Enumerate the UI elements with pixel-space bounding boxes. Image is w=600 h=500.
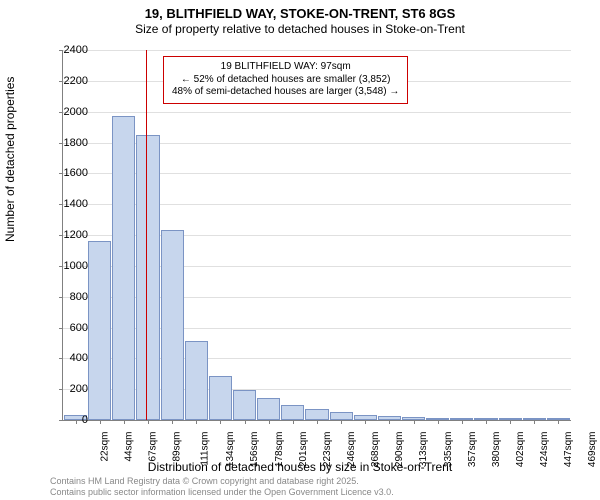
- x-tick: [172, 420, 173, 424]
- histogram-bar: [185, 341, 208, 420]
- x-tick: [317, 420, 318, 424]
- plot-area: 19 BLITHFIELD WAY: 97sqm← 52% of detache…: [62, 50, 571, 421]
- x-tick: [269, 420, 270, 424]
- x-tick: [148, 420, 149, 424]
- x-tick-label: 357sqm: [467, 432, 478, 468]
- y-tick-label: 800: [38, 291, 88, 303]
- histogram-bar: [257, 398, 280, 420]
- x-tick: [100, 420, 101, 424]
- annotation-line-1: 19 BLITHFIELD WAY: 97sqm: [172, 61, 399, 74]
- gridline: [63, 112, 571, 113]
- y-tick-label: 0: [38, 414, 88, 426]
- x-tick-label: 201sqm: [298, 432, 309, 468]
- x-tick-label: 156sqm: [250, 432, 261, 468]
- histogram-bar: [112, 116, 135, 420]
- x-tick-label: 313sqm: [419, 432, 430, 468]
- gridline: [63, 50, 571, 51]
- histogram-bar: [330, 412, 353, 420]
- y-tick-label: 1400: [38, 198, 88, 210]
- y-tick-label: 400: [38, 352, 88, 364]
- x-tick: [341, 420, 342, 424]
- x-tick: [438, 420, 439, 424]
- histogram-bar: [233, 390, 256, 420]
- x-tick: [486, 420, 487, 424]
- histogram-bar: [209, 376, 232, 420]
- x-tick-label: 89sqm: [172, 432, 183, 462]
- x-tick-label: 402sqm: [515, 432, 526, 468]
- x-tick: [220, 420, 221, 424]
- x-tick-label: 290sqm: [394, 432, 405, 468]
- x-tick: [462, 420, 463, 424]
- x-tick-label: 380sqm: [491, 432, 502, 468]
- x-tick-label: 447sqm: [563, 432, 574, 468]
- footer-line-1: Contains HM Land Registry data © Crown c…: [50, 476, 394, 487]
- x-tick: [558, 420, 559, 424]
- footer-credits: Contains HM Land Registry data © Crown c…: [50, 476, 394, 498]
- x-tick-label: 335sqm: [443, 432, 454, 468]
- x-tick-label: 22sqm: [99, 432, 110, 462]
- x-tick-label: 178sqm: [274, 432, 285, 468]
- annotation-box: 19 BLITHFIELD WAY: 97sqm← 52% of detache…: [163, 56, 408, 104]
- y-axis-label: Number of detached properties: [3, 77, 17, 242]
- chart-subtitle: Size of property relative to detached ho…: [0, 22, 600, 36]
- footer-line-2: Contains public sector information licen…: [50, 487, 394, 498]
- x-tick-label: 111sqm: [200, 432, 211, 466]
- x-tick-label: 44sqm: [123, 432, 134, 462]
- property-marker-line: [146, 50, 147, 420]
- x-tick-label: 67sqm: [147, 432, 158, 462]
- x-tick: [510, 420, 511, 424]
- y-tick-label: 2200: [38, 75, 88, 87]
- y-tick-label: 2000: [38, 106, 88, 118]
- histogram-bar: [136, 135, 159, 420]
- y-tick-label: 2400: [38, 44, 88, 56]
- x-tick: [124, 420, 125, 424]
- y-tick-label: 200: [38, 383, 88, 395]
- x-tick-label: 246sqm: [346, 432, 357, 468]
- histogram-bar: [305, 409, 328, 420]
- x-tick: [196, 420, 197, 424]
- histogram-bar: [161, 230, 184, 420]
- x-tick-label: 268sqm: [370, 432, 381, 468]
- x-tick: [365, 420, 366, 424]
- y-tick-label: 1000: [38, 260, 88, 272]
- x-tick: [389, 420, 390, 424]
- x-tick: [293, 420, 294, 424]
- x-tick: [245, 420, 246, 424]
- y-tick-label: 600: [38, 322, 88, 334]
- chart-title: 19, BLITHFIELD WAY, STOKE-ON-TRENT, ST6 …: [0, 0, 600, 21]
- x-tick-label: 424sqm: [539, 432, 550, 468]
- annotation-line-2: ← 52% of detached houses are smaller (3,…: [172, 74, 399, 87]
- y-tick-label: 1600: [38, 167, 88, 179]
- y-tick-label: 1200: [38, 229, 88, 241]
- x-tick: [414, 420, 415, 424]
- x-tick: [534, 420, 535, 424]
- x-tick-label: 134sqm: [225, 432, 236, 468]
- histogram-bar: [281, 405, 304, 420]
- histogram-bar: [88, 241, 111, 420]
- x-tick-label: 223sqm: [322, 432, 333, 468]
- annotation-line-3: 48% of semi-detached houses are larger (…: [172, 86, 399, 99]
- x-tick-label: 469sqm: [588, 432, 599, 468]
- chart-container: 19, BLITHFIELD WAY, STOKE-ON-TRENT, ST6 …: [0, 0, 600, 500]
- y-tick-label: 1800: [38, 137, 88, 149]
